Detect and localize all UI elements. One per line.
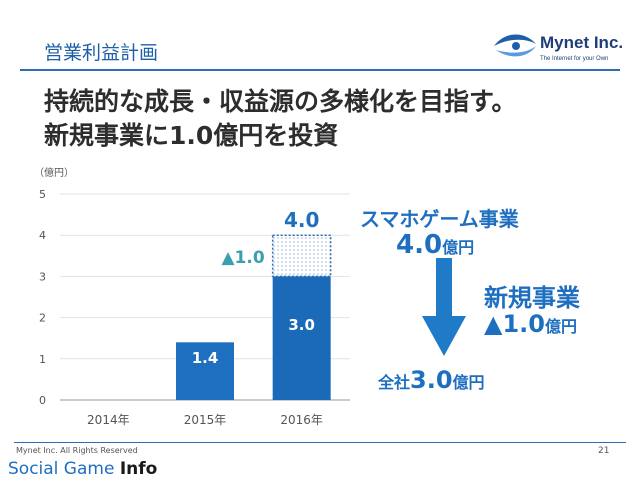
bar-value-label: 1.4 [192,349,219,367]
company-total-value: 全社3.0億円 [378,366,485,394]
y-tick-label: 2 [39,312,46,325]
total-value: 3.0 [410,366,453,394]
header-divider [20,69,620,71]
y-tick-label: 3 [39,270,46,283]
page-number: 21 [598,446,610,456]
x-tick-label: 2015年 [184,413,227,427]
new-business-value: ▲1.0億円 [484,310,577,338]
sp-value: 4.0 [396,230,443,260]
y-unit-label: （億円） [34,166,74,179]
watermark-part-2: Info [119,459,158,479]
operating-profit-chart: （億円） 0 1 2 3 4 5 1.4 3.0 4.0 ▲1.0 2014年 2015年 2016… [34,166,350,427]
down-arrow-icon [422,258,466,356]
logo-tagline: The Internet for your Own [540,56,608,62]
bar-2016年 [272,276,331,400]
delta-label: ▲1.0 [221,248,264,268]
x-tick-label: 2016年 [280,413,323,427]
bar-2015年 [176,342,234,400]
total-unit: 億円 [452,373,485,392]
bar-investment-segment [271,234,332,278]
sp-unit: 億円 [442,238,475,257]
y-tick-label: 5 [39,188,46,201]
mynet-logo: Mynet Inc. The Internet for your Own [494,33,623,62]
y-tick-label: 0 [39,394,46,407]
watermark-part-1: Social Game [8,459,120,479]
total-prefix: 全社 [378,373,411,392]
footer-copyright: Mynet Inc. All Rights Reserved [16,446,138,455]
new-value: ▲1.0 [484,310,545,338]
y-tick-label: 4 [39,229,46,242]
y-tick-label: 1 [39,353,46,366]
smartphone-game-label: スマホゲーム事業 [360,207,519,231]
footer-divider [14,442,626,443]
logo-name: Mynet Inc. [540,33,623,52]
watermark: Social Game Info [8,459,157,479]
smartphone-game-value: 4.0億円 [396,230,474,260]
headline-line-2: 新規事業に1.0億円を投資 [44,121,339,150]
bar-value-label: 3.0 [288,316,315,334]
x-tick-label: 2014年 [87,413,130,427]
new-unit: 億円 [544,317,577,336]
headline-line-1: 持続的な成長・収益源の多様化を目指す。 [44,87,517,116]
bar-total-label: 4.0 [284,208,319,232]
new-business-label: 新規事業 [484,284,580,312]
section-title: 営業利益計画 [44,42,159,64]
